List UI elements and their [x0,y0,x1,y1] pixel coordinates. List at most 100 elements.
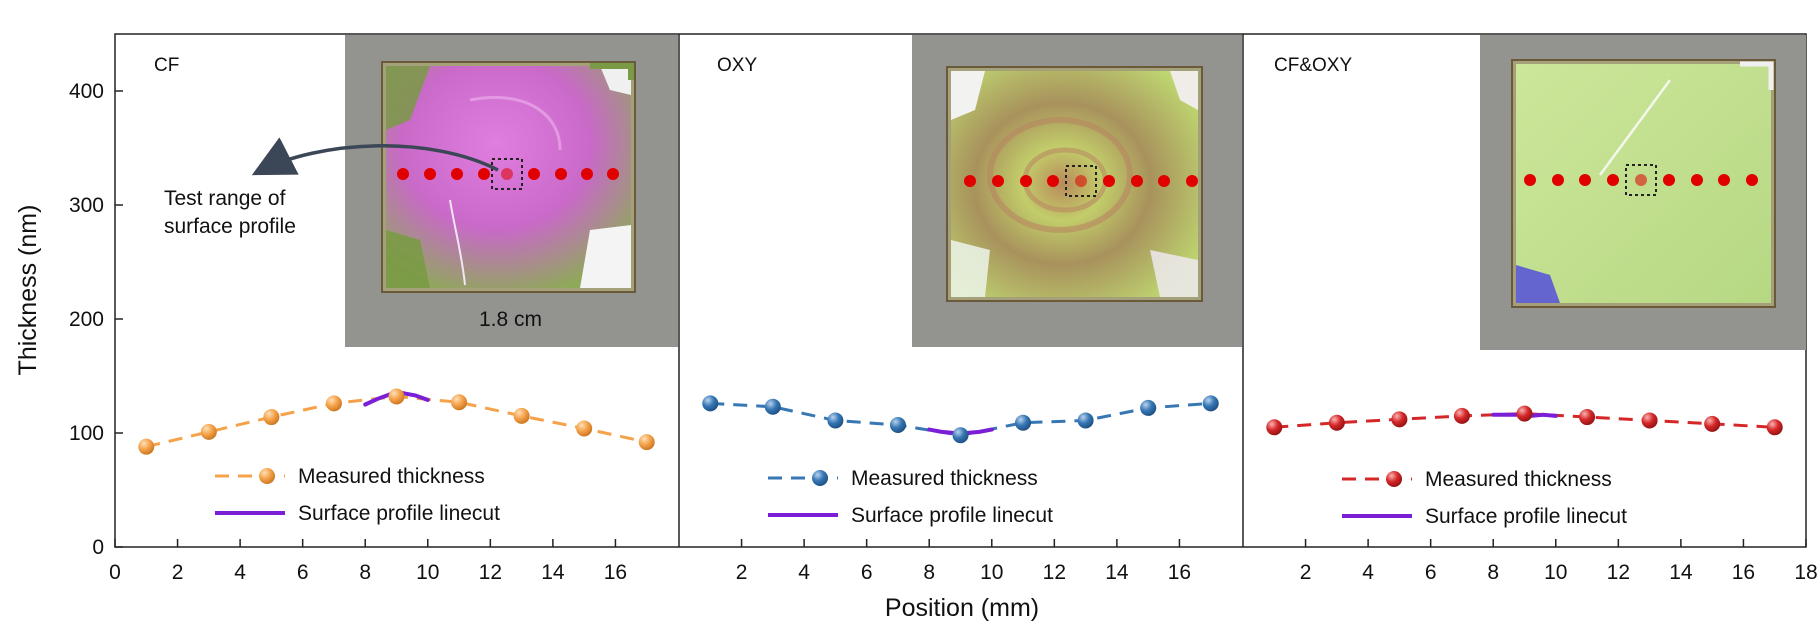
measured-point [1704,415,1721,432]
x-tick-label: 8 [1487,561,1499,584]
y-tick-label: 100 [69,422,104,445]
legend-marker-measured [259,468,275,484]
measured-point [702,395,719,412]
x-tick-label: 10 [416,561,439,584]
sample-dot [555,168,567,180]
panel-label-oxy: OXY [717,55,757,76]
x-tick-label: 2 [736,561,748,584]
legends-layer: Measured thickness Surface profile linecu… [215,465,1627,528]
sample-photo-oxy [912,35,1242,347]
sample-dot [1158,175,1170,187]
measured-point [513,407,530,424]
annotation-line-1: Test range of [164,187,286,210]
measured-point [1015,414,1032,431]
sample-dot [1635,174,1647,186]
sample-dot [1718,174,1730,186]
sample-dot [397,168,409,180]
measured-point [1453,407,1470,424]
sample-photo-cfoxy [1480,35,1806,350]
x-tick-label: 2 [1300,561,1312,584]
sample-dot [451,168,463,180]
x-tick-label: 16 [1168,561,1191,584]
legend-label-profile: Surface profile linecut [298,502,500,525]
scale-label: 1.8 cm [479,308,542,331]
legend-label-measured: Measured thickness [1425,468,1612,491]
sample-dot [1607,174,1619,186]
measured-point [638,434,655,451]
sample-dot [1524,174,1536,186]
measured-point [325,395,342,412]
x-tick-label: 2 [172,561,184,584]
measured-point [1516,405,1533,422]
series-layer [138,388,1783,455]
sample-dot [1691,174,1703,186]
x-tick-label: 4 [234,561,246,584]
x-tick-label: 10 [1544,561,1567,584]
measured-point [1077,412,1094,429]
x-tick-label: 10 [980,561,1003,584]
panel-label-cfoxy: CF&OXY [1274,55,1352,76]
y-axis-label: Thickness (nm) [14,205,42,376]
sample-dots-cf [397,158,619,190]
x-tick-label: 0 [109,561,121,584]
measured-point [263,409,280,426]
measured-point [889,417,906,434]
sample-dot [992,175,1004,187]
x-tick-label: 12 [1607,561,1630,584]
panel-label-cf: CF [154,55,179,76]
measured-point [1391,411,1408,428]
x-tick-label: 16 [1732,561,1755,584]
legend-label-measured: Measured thickness [298,465,485,488]
measured-point [1140,399,1157,416]
sample-dot [528,168,540,180]
measured-point [764,398,781,415]
sample-dot [1663,174,1675,186]
y-tick-label: 400 [69,80,104,103]
annotation-line-2: surface profile [164,215,296,238]
sample-dot [1552,174,1564,186]
measured-thickness-line [710,401,1211,437]
measured-thickness-line [1274,412,1775,429]
measurement-box [1065,165,1097,197]
sample-dot [607,168,619,180]
measured-point [1641,412,1658,429]
sample-dots-cfoxy [1524,164,1758,196]
y-tick-label: 0 [92,536,104,559]
y-tick-label: 200 [69,308,104,331]
x-tick-label: 8 [359,561,371,584]
measured-point [1579,409,1596,426]
annotation-text: Test range of surface profile [164,187,296,238]
sample-dot [478,168,490,180]
x-tick-label: 14 [1105,561,1129,584]
sample-photo-cf [345,35,678,347]
measured-point [1202,395,1219,412]
sample-dot [1020,175,1032,187]
sample-dot [1186,175,1198,187]
legend-label-profile: Surface profile linecut [1425,505,1627,528]
legend-label-measured: Measured thickness [851,467,1038,490]
x-tick-label: 12 [1043,561,1066,584]
sample-dot [581,168,593,180]
x-tick-label: 6 [861,561,873,584]
x-axis-ticks: 0 2 4 6 8 10 12 14 16 2 4 6 8 10 12 14 16 2 4 6 8 10 12 14 16 18 [109,539,1818,584]
x-tick-label: 16 [604,561,627,584]
y-tick-label: 300 [69,194,104,217]
measurement-box [1625,164,1657,196]
sample-dot [964,175,976,187]
sample-dot [1579,174,1591,186]
x-tick-label: 12 [479,561,502,584]
measured-point [576,420,593,437]
x-tick-label: 6 [1425,561,1437,584]
x-tick-label: 14 [541,561,565,584]
sample-dot [1047,175,1059,187]
x-tick-label: 4 [1362,561,1374,584]
x-tick-label: 6 [297,561,309,584]
x-tick-label: 4 [798,561,810,584]
sample-dot [1131,175,1143,187]
sample-dot [501,168,513,180]
measured-point [388,388,405,405]
measured-point [451,394,468,411]
measured-point [827,412,844,429]
x-tick-label: 18 [1794,561,1817,584]
